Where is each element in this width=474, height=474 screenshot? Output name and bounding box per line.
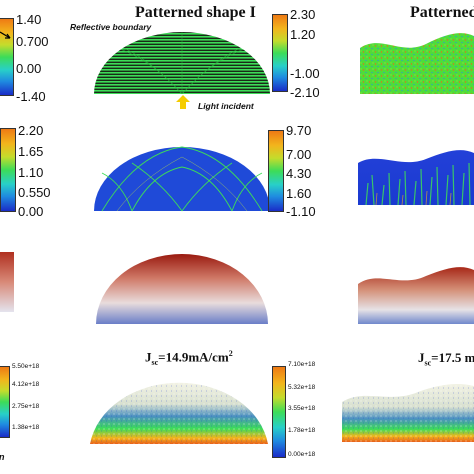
row1-shape2-field	[360, 33, 474, 94]
tick-row2-right-2: 7.00	[286, 147, 312, 162]
row3-left-partial-gradient	[0, 252, 14, 312]
tick-row1-right-2: 1.20	[290, 27, 316, 42]
tick-row2-right-3: 4.30	[286, 166, 312, 181]
tick-row4-right-3: 3.55e+18	[288, 405, 316, 412]
row1-shape1-grating-field	[94, 32, 270, 94]
jsc-shape2-label: Jsc=17.5 m	[418, 350, 474, 368]
tick-row4-left-1: 5.50e+18	[12, 363, 40, 370]
colorbar-row4-left	[0, 366, 10, 438]
jsc-shape1-subscript: sc	[151, 357, 159, 367]
tick-row2-left-2: 1.65	[18, 144, 44, 159]
tick-row2-left-5: 0.00	[18, 204, 44, 219]
jsc-shape1-value: =14.9mA/cm	[158, 349, 229, 365]
tick-row2-left-3: 1.10	[18, 165, 44, 180]
heading-patterned-shape-2: Patterned s	[410, 4, 474, 21]
tick-row1-right-4: -2.10	[290, 85, 320, 100]
tick-row4-right-5: 0.00e+18	[288, 451, 316, 458]
light-incident-arrow	[176, 95, 190, 109]
jsc-shape2-subscript: sc	[424, 358, 432, 368]
tick-row4-left-2: 4.12e+18	[12, 381, 40, 388]
tick-row2-left-4: 0.550	[18, 185, 51, 200]
colorbar-row1-right	[272, 14, 288, 92]
jsc-shape1-prefix: J	[145, 349, 152, 365]
colorbar-row2-right	[268, 130, 284, 212]
colorbar-row4-right	[272, 366, 286, 458]
tick-row2-right-5: -1.10	[286, 204, 316, 219]
tick-row1-left-1: 1.40	[16, 12, 42, 27]
heading-patterned-shape-1: Patterned shape I	[135, 4, 256, 21]
colorbar-row2-left	[0, 128, 16, 212]
tick-row4-left-4: 1.38e+18	[12, 424, 40, 431]
reflective-boundary-label: Reflective boundary	[70, 22, 152, 32]
jsc-shape1-label: Jsc=14.9mA/cm2	[145, 349, 233, 367]
tick-row4-right-1: 7.10e+18	[288, 361, 316, 368]
tick-row1-left-3: 0.00	[16, 61, 42, 76]
tick-row2-left-1: 2.20	[18, 123, 44, 138]
tick-row1-right-3: -1.00	[290, 66, 320, 81]
tick-row1-right-1: 2.30	[290, 7, 316, 22]
tick-row2-right-4: 1.60	[286, 186, 312, 201]
row4-shape1-generation-field	[90, 382, 268, 444]
row2-shape1-field	[94, 146, 270, 212]
tick-row2-right-1: 9.70	[286, 123, 312, 138]
tick-row1-left-2: 0.700	[16, 34, 49, 49]
tick-row4-left-3: 2.75e+18	[12, 403, 40, 410]
row2-shape2-field	[358, 150, 474, 206]
row4-left-caption-fragment: n	[0, 452, 5, 462]
light-incident-label: Light incident	[198, 101, 254, 111]
colorbar-row1-left	[0, 18, 14, 96]
jsc-shape1-superscript: 2	[228, 349, 233, 358]
row3-shape2-thermal-field	[358, 267, 474, 324]
jsc-shape2-value: =17.5 m	[431, 350, 474, 365]
tick-row4-right-4: 1.78e+18	[288, 427, 316, 434]
tick-row4-right-2: 5.32e+18	[288, 384, 316, 391]
tick-row1-left-4: -1.40	[16, 89, 46, 104]
row4-shape2-generation-field	[342, 384, 474, 442]
boundary-pointer-arrow	[0, 31, 11, 39]
row3-shape1-thermal-field	[96, 254, 268, 324]
jsc-shape2-prefix: J	[418, 350, 425, 365]
